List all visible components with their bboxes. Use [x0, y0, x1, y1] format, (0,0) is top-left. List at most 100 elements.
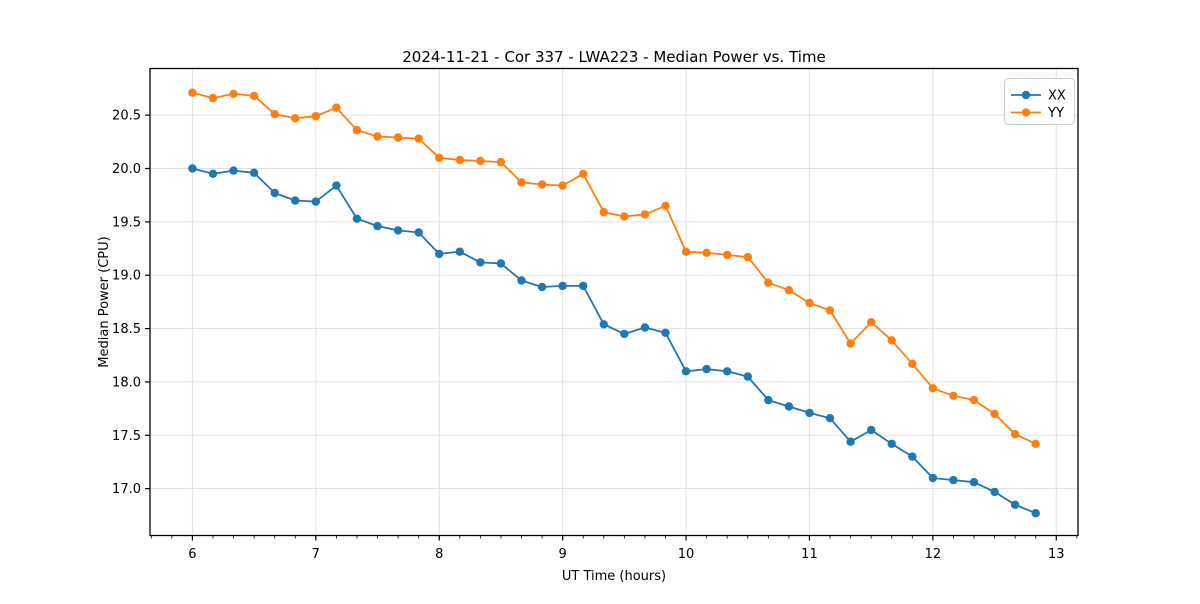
- data-point-yy: [393, 133, 403, 142]
- data-point-yy: [496, 157, 506, 167]
- y-tick-label: 17.0: [112, 482, 141, 497]
- data-point-yy: [579, 169, 588, 178]
- data-point-xx: [311, 197, 320, 206]
- data-point-xx: [949, 475, 958, 485]
- data-point-xx: [249, 168, 259, 177]
- y-axis-label: Median Power (CPU): [97, 236, 112, 367]
- data-point-yy: [599, 208, 608, 217]
- x-tick-label: 7: [312, 547, 320, 562]
- x-tick-label: 10: [678, 547, 695, 562]
- series-xx: [188, 164, 1040, 518]
- data-point-xx: [764, 395, 773, 405]
- data-point-yy: [805, 298, 814, 308]
- data-point-yy: [867, 318, 876, 327]
- data-point-yy: [249, 91, 259, 101]
- data-point-xx: [414, 228, 423, 237]
- legend-marker-yy: [1021, 108, 1031, 117]
- data-point-yy: [332, 103, 341, 112]
- data-point-yy: [702, 248, 711, 257]
- data-point-yy: [969, 395, 979, 405]
- legend-marker-xx: [1021, 90, 1031, 100]
- data-point-xx: [887, 439, 896, 448]
- data-point-yy: [311, 112, 320, 121]
- x-tick-label: 6: [188, 547, 196, 562]
- data-point-yy: [1010, 430, 1020, 439]
- data-point-yy: [949, 391, 958, 400]
- data-point-xx: [291, 196, 300, 205]
- data-point-xx: [579, 281, 588, 291]
- data-point-xx: [784, 402, 794, 411]
- y-tick-label: 19.0: [112, 269, 141, 284]
- data-point-xx: [599, 320, 608, 329]
- data-point-yy: [825, 306, 835, 315]
- data-point-xx: [969, 478, 979, 487]
- data-point-yy: [352, 125, 362, 135]
- legend-label-yy: YY: [1047, 106, 1064, 121]
- y-tick-label: 18.5: [112, 322, 141, 337]
- data-point-yy: [908, 359, 917, 368]
- data-point-yy: [208, 93, 218, 103]
- data-point-xx: [270, 188, 279, 198]
- x-axis-label: UT Time (hours): [562, 569, 666, 584]
- data-point-yy: [640, 210, 650, 219]
- grid-layer: [150, 68, 1078, 536]
- data-point-yy: [620, 212, 629, 221]
- data-point-xx: [805, 408, 814, 418]
- y-tick-label: 17.5: [112, 429, 141, 444]
- data-point-yy: [558, 181, 567, 190]
- data-point-xx: [455, 247, 464, 256]
- data-point-xx: [743, 372, 752, 381]
- y-tick-label: 19.5: [112, 215, 141, 230]
- y-tick-label: 18.0: [112, 375, 141, 390]
- data-point-yy: [517, 178, 526, 187]
- series-yy: [188, 88, 1040, 448]
- data-point-xx: [537, 282, 547, 292]
- data-point-yy: [723, 250, 732, 260]
- series-line-xx: [192, 167, 1037, 515]
- data-point-yy: [188, 88, 197, 97]
- data-point-xx: [867, 425, 876, 435]
- data-point-xx: [352, 214, 362, 223]
- data-point-xx: [928, 473, 938, 483]
- x-tick-label: 9: [558, 547, 566, 562]
- data-point-yy: [373, 132, 382, 141]
- data-point-xx: [990, 487, 999, 497]
- data-point-xx: [558, 281, 567, 291]
- data-point-xx: [1031, 509, 1040, 518]
- data-point-yy: [661, 201, 670, 210]
- data-point-yy: [1031, 439, 1040, 448]
- data-point-xx: [435, 249, 444, 259]
- chart-title: 2024-11-21 - Cor 337 - LWA223 - Median P…: [402, 48, 826, 66]
- data-point-yy: [291, 114, 300, 123]
- data-point-yy: [846, 339, 855, 348]
- data-point-xx: [208, 169, 218, 178]
- data-point-yy: [270, 109, 279, 119]
- data-point-xx: [846, 437, 855, 446]
- plot-area-border: [149, 67, 1079, 537]
- data-point-yy: [990, 409, 999, 419]
- y-tick-label: 20.5: [112, 109, 141, 124]
- data-point-yy: [476, 156, 485, 166]
- data-point-yy: [455, 155, 464, 165]
- data-point-yy: [928, 384, 938, 393]
- data-point-xx: [825, 414, 835, 423]
- tick-layer: 6 7 8 9 10 11 12 13 17.0 17.5 18.0 18.5 19.0 19.5 20.0…: [112, 109, 1078, 562]
- data-point-xx: [723, 367, 732, 376]
- data-point-xx: [681, 367, 691, 376]
- data-point-xx: [496, 259, 506, 268]
- data-point-xx: [702, 364, 711, 374]
- x-tick-label: 13: [1048, 547, 1065, 562]
- y-tick-label: 20.0: [112, 162, 141, 177]
- data-point-yy: [743, 252, 752, 262]
- data-point-xx: [620, 329, 629, 339]
- x-tick-label: 11: [801, 547, 818, 562]
- data-point-xx: [373, 221, 382, 231]
- data-point-yy: [229, 89, 238, 99]
- data-point-xx: [229, 166, 238, 175]
- data-point-xx: [517, 276, 526, 285]
- data-point-yy: [435, 153, 444, 162]
- legend-item-xx: XX: [1011, 89, 1066, 104]
- series-layer: [188, 88, 1040, 518]
